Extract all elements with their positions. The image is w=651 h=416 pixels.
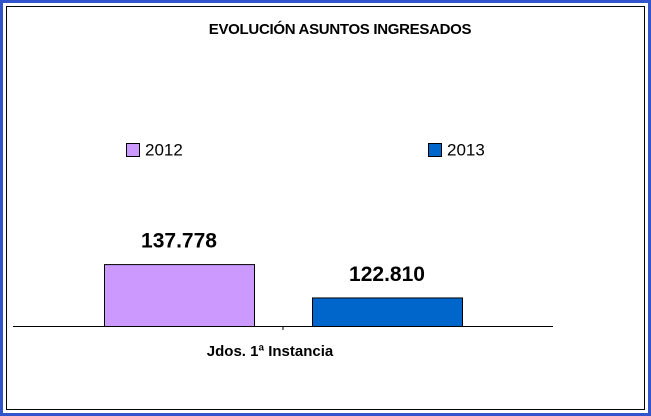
chart-title: EVOLUCIÓN ASUNTOS INGRESADOS [209, 20, 472, 38]
bar [104, 264, 255, 328]
x-tick-label: Jdos. 1ª Instancia [207, 343, 334, 360]
bar [312, 297, 463, 327]
data-label: 122.810 [349, 263, 425, 286]
legend-swatch [126, 143, 140, 157]
legend-label: 2013 [447, 140, 485, 159]
chart-area [6, 6, 645, 410]
legend-label: 2012 [145, 140, 183, 159]
legend-swatch [428, 143, 442, 157]
data-label: 137.778 [141, 230, 217, 253]
